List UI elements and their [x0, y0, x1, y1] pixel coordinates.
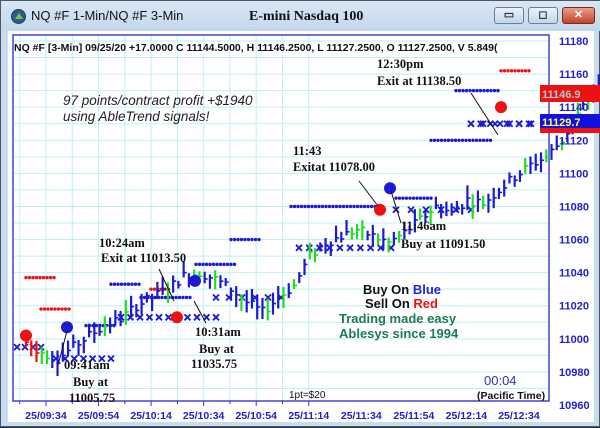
annotation-10-31-action: Buy at — [199, 342, 235, 356]
svg-text:25/09:34: 25/09:34 — [25, 410, 67, 422]
svg-text:25/12:34: 25/12:34 — [498, 410, 540, 422]
svg-text:11140: 11140 — [559, 102, 588, 114]
svg-text:11180: 11180 — [559, 36, 588, 48]
annotation-12-30-exit: Exit at 11138.50 — [377, 74, 461, 88]
signal-dots — [20, 101, 507, 342]
app-logo-icon — [11, 9, 26, 24]
minimize-button[interactable]: ▭ — [494, 7, 524, 24]
annotation-10-31-time: 10:31am — [195, 325, 241, 339]
svg-text:11020: 11020 — [559, 301, 589, 313]
legend-sell-on-red: Sell On Red — [365, 296, 438, 311]
x-axis: 25/09:34 25/09:54 25/10:14 25/10:34 25/10:54… — [19, 401, 540, 422]
plot-frame — [12, 34, 550, 402]
profit-summary-line2: using AbleTrend signals! — [63, 109, 210, 124]
stop-lines — [13, 69, 535, 363]
annotation-11-46-time: 11:46am — [401, 219, 447, 233]
annotation-10-24-exit: Exit at 11013.50 — [101, 251, 186, 265]
annotation-10-24-time: 10:24am — [99, 236, 145, 250]
close-button[interactable]: ✕ — [562, 7, 595, 24]
close-icon: ✕ — [573, 9, 584, 21]
last-price-marker-underlay — [540, 128, 600, 133]
svg-text:25/10:54: 25/10:54 — [235, 410, 277, 422]
chart-title: E-mini Nasdaq 100 — [249, 9, 364, 24]
svg-text:11060: 11060 — [559, 235, 589, 247]
svg-text:25/12:14: 25/12:14 — [446, 410, 488, 422]
annotation-10-31-price: 11035.75 — [191, 357, 237, 371]
annotation-09-41-action: Buy at — [73, 375, 109, 389]
annotation-11-43-exit: Exitat 11078.00 — [293, 160, 375, 174]
timezone-label: (Pacific Time) — [477, 390, 545, 402]
annotation-arrows — [57, 92, 499, 366]
svg-text:25/09:54: 25/09:54 — [78, 410, 120, 422]
maximize-icon: ◻ — [538, 9, 548, 21]
point-value-label: 1pt=$20 — [289, 390, 326, 401]
annotation-11-46-buy: Buy at 11091.50 — [401, 237, 485, 251]
maximize-button[interactable]: ◻ — [528, 7, 558, 24]
svg-text:25/11:14: 25/11:14 — [288, 410, 329, 422]
svg-text:11160: 11160 — [559, 69, 588, 81]
last-price-marker-blue — [540, 114, 600, 128]
title-bar[interactable]: NQ #F 1-Min/NQ #F 3-Min E-mini Nasdaq 10… — [1, 1, 600, 31]
last-price-red-label: 11146.9 — [542, 89, 581, 101]
tagline-ablesys: Ablesys since 1994 — [339, 326, 459, 341]
y-axis: 11180 11160 11140 11120 11100 11080 11060 11040… — [559, 36, 590, 412]
last-price-blue-label: 11129.7 — [542, 117, 581, 129]
tagline-trading: Trading made easy — [339, 311, 457, 326]
bar-countdown: 00:04 — [484, 373, 517, 388]
annotation-09-41-time: 09:41am — [64, 358, 110, 372]
svg-text:25/10:34: 25/10:34 — [183, 410, 225, 422]
svg-text:11000: 11000 — [559, 334, 589, 346]
svg-text:25/10:14: 25/10:14 — [130, 410, 172, 422]
chart-client-area — [8, 31, 594, 422]
svg-text:25/11:34: 25/11:34 — [341, 410, 382, 422]
svg-text:11100: 11100 — [559, 168, 588, 180]
svg-text:10960: 10960 — [559, 400, 590, 412]
svg-text:10980: 10980 — [559, 367, 590, 379]
minimize-icon: ▭ — [503, 9, 515, 21]
chart-grid — [13, 35, 549, 401]
svg-text:11120: 11120 — [559, 135, 588, 147]
profit-summary-line1: 97 points/contract profit +$1940 — [63, 93, 253, 108]
svg-text:11080: 11080 — [559, 201, 589, 213]
annotation-12-30-time: 12:30pm — [377, 57, 424, 71]
last-price-marker-red — [540, 85, 600, 102]
legend-buy-on-blue: Buy On Blue — [363, 282, 441, 297]
svg-text:25/11:54: 25/11:54 — [393, 410, 434, 422]
window-title: NQ #F 1-Min/NQ #F 3-Min — [31, 8, 184, 23]
bar-info-line: NQ #F [3-Min] 09/25/20 +17.0000 C 11144.… — [14, 42, 498, 54]
annotation-11-43-time: 11:43 — [293, 144, 321, 158]
svg-text:11040: 11040 — [559, 268, 589, 280]
annotation-09-41-price: 11005.75 — [69, 391, 115, 405]
